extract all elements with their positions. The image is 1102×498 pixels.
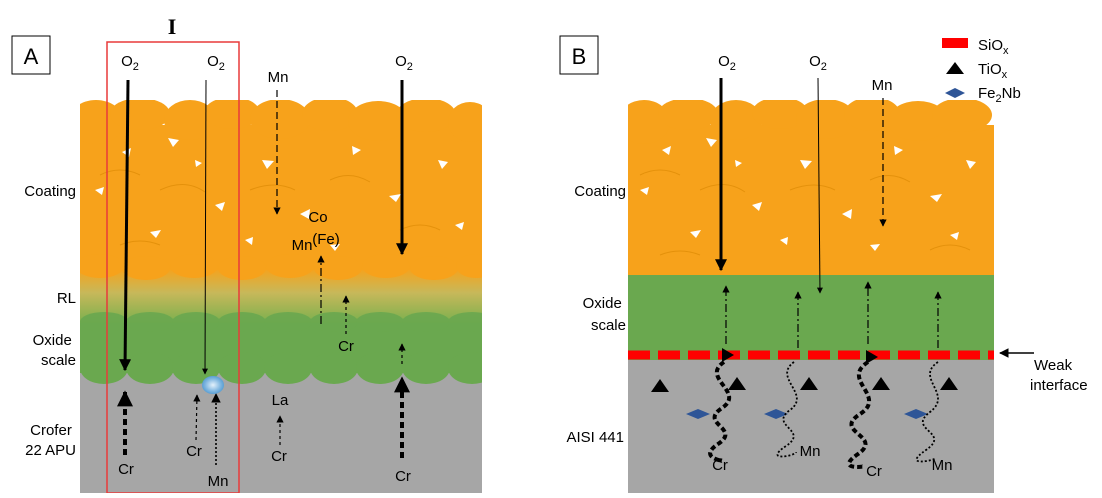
oxide-layer-b [628,275,994,360]
mn-label-a-sub: Mn [208,473,229,490]
cr-wavy-path-b2 [847,360,872,469]
panel-b-label-box [559,35,599,75]
highlight-label-i: I [168,14,177,39]
fe-label-a: (Fe) [312,231,340,248]
panel-a-layers [80,100,482,493]
o2-arrow-b2 [816,77,823,294]
substrate-label-b: AISI 441 [566,429,624,446]
oxide-label-b-line1: Oxide [583,295,622,312]
cr-label-b1: Cr [712,457,728,474]
o2-arrows-a [119,79,408,375]
mn-wavy-path-b1 [776,361,798,458]
panel-b-label: B [572,44,587,69]
precipitate-blob [202,376,224,394]
legend-fe2nb-label: Fe2Nb [978,85,1021,105]
cr-label-b2: Cr [866,463,882,480]
o2-label-b2: O2 [809,53,827,73]
oxide-label-a-line2: scale [41,352,76,369]
o2-label-a2: O2 [207,53,225,73]
coating-label-b: Coating [574,183,626,200]
panel-b: B Coating Oxide scale AISI 441 SiOx TiOx… [559,35,1088,493]
tiox-particles [651,348,958,392]
substrate-label-a: Crofer 22 APU [25,422,76,459]
cr-wavy-path-b1 [708,360,731,463]
weak-interface-label: Weak interface [1030,357,1088,394]
mn-label-b-top: Mn [872,77,893,94]
o2-label-a1: O2 [121,53,139,73]
panel-a-label: A [24,44,39,69]
legend-tiox-symbol [946,62,964,74]
legend: SiOx TiOx Fe2Nb [942,37,1021,105]
la-label-a: La [272,392,289,409]
mn-label-a-top: Mn [268,69,289,86]
legend-sio2-symbol [942,38,968,48]
oxide-label-b: Oxide scale [583,295,626,334]
legend-tiox-label: TiOx [978,61,1008,81]
coating-pores-a [95,138,464,251]
legend-fe2nb-symbol [945,88,965,98]
cr-label-a2: Cr [186,443,202,460]
panel-a: I A Coating RL Oxide scale Crofer 22 APU… [11,14,482,494]
panel-a-label-box [11,35,51,75]
o2-label-b1: O2 [718,53,736,73]
cr-label-a-mid: Cr [338,338,354,355]
cr-arrow-a2 [193,394,201,441]
cr-label-a1: Cr [118,461,134,478]
oxide-label-a-line1: Oxide [33,332,72,349]
coating-layer-b [628,100,994,275]
mn-up-arrows-b [722,281,942,348]
substrate-layer-b [628,356,994,493]
mn-label-b2: Mn [932,457,953,474]
panel-b-layers [628,100,994,493]
legend-sio2-label: SiOx [978,37,1009,57]
co-label-a: Co [308,209,327,226]
coating-label-a: Coating [24,183,76,200]
fe2nb-particles [686,409,928,419]
cr-label-a3: Cr [271,448,287,465]
cr-label-a4: Cr [395,468,411,485]
substrate-label-a-line1: Crofer [30,422,72,439]
rl-label-a: RL [57,290,76,307]
substrate-label-a-line2: 22 APU [25,442,76,459]
oxide-label-b-line2: scale [591,317,626,334]
mn-wavy-path-b2 [915,361,939,463]
oxide-label-a: Oxide scale [33,332,76,369]
o2-label-a3: O2 [395,53,413,73]
coating-pores-b [640,138,976,251]
mn-label-b1: Mn [800,443,821,460]
mn-label-a-mid: Mn [292,237,313,254]
coating-layer-a [80,100,482,280]
weak-interface-line2: interface [1030,377,1088,394]
weak-interface-line1: Weak [1034,357,1073,374]
